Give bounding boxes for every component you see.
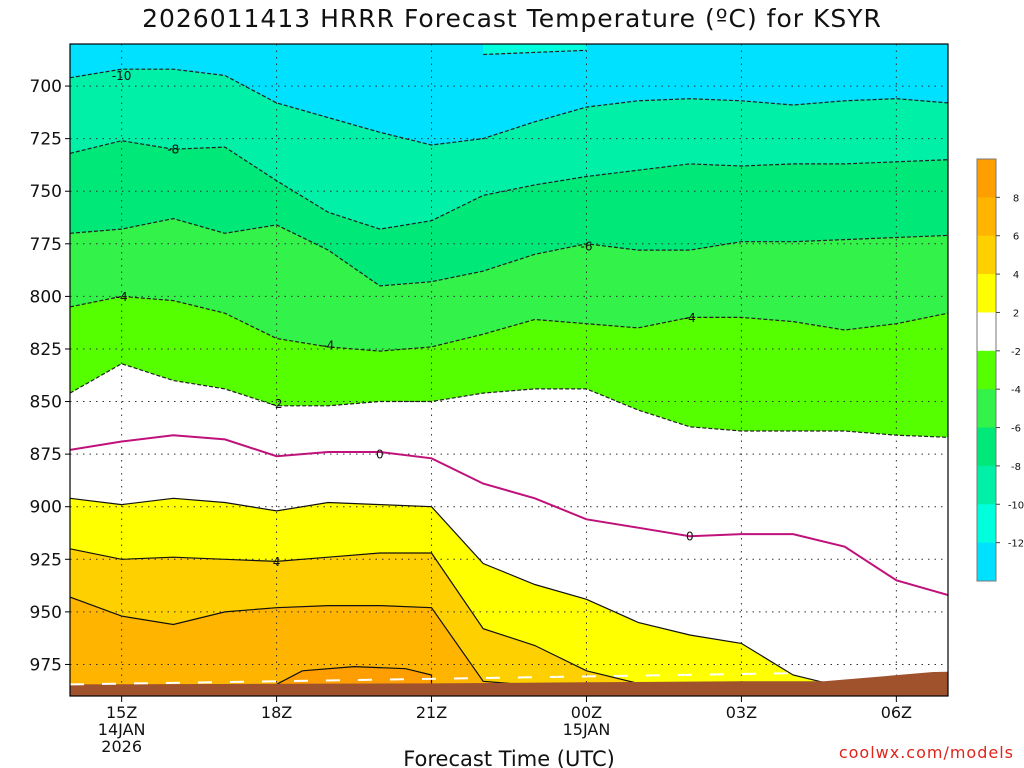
x-tick-label: 18Z: [261, 703, 292, 722]
terrain-ground-fill: [70, 670, 948, 696]
isotherm-m12: [483, 49, 587, 56]
contour-label: -4: [116, 290, 128, 304]
plot-frame: [69, 43, 949, 697]
grid-lines: [70, 44, 948, 696]
y-tick-label: 750: [30, 182, 62, 202]
colorbar-label: -10: [1008, 500, 1024, 511]
isotherm-m10: [70, 68, 948, 146]
colorbar-label: -8: [1011, 462, 1021, 473]
colorbar-label: -6: [1011, 424, 1021, 435]
isotherm-m4: [70, 295, 948, 352]
chart-title: 2026011413 HRRR Forecast Temperature (ºC…: [142, 4, 882, 33]
colorbar-label: 6: [1013, 232, 1019, 243]
isotherm-2: [70, 497, 845, 689]
colorbar-cell: [977, 197, 996, 237]
colorbar-legend: 8 6 4 2 -2 -4 -6 -8 -10 -12: [976, 158, 1024, 582]
x-axis-label: Forecast Time (UTC): [403, 747, 615, 768]
colorbar-cell: [977, 312, 996, 352]
colorbar-cell: [977, 350, 996, 390]
colorbar-cell: [977, 427, 996, 467]
axes: 70072575077580082585087590092595097515Z1…: [30, 77, 913, 756]
x-tick-label: 21Z: [416, 703, 447, 722]
colorbar-frame: [976, 158, 997, 582]
colorbar-cell: [977, 389, 996, 429]
isotherm-m2: [70, 363, 948, 438]
x-tick-label: 06Z: [881, 703, 912, 722]
source-credit: coolwx.com/models: [838, 743, 1014, 762]
contour-label: -10: [112, 69, 132, 83]
contour-label: 4: [273, 555, 281, 569]
colorbar-label: 8: [1013, 193, 1019, 204]
colorbar-cell: [977, 542, 996, 582]
colorbar-label: -4: [1011, 385, 1021, 396]
isotherm-4: [70, 548, 690, 689]
contour-label: -4: [322, 338, 334, 352]
y-tick-label: 950: [30, 603, 62, 623]
y-tick-label: 825: [30, 340, 62, 360]
colorbar-cell: [977, 159, 996, 198]
isotherm-m6: [70, 217, 948, 287]
x-tick-label: 14JAN: [98, 720, 146, 739]
colorbar-cell: [977, 235, 996, 275]
x-tick-label: 15Z: [106, 703, 137, 722]
y-tick-label: 775: [30, 235, 62, 255]
colorbar-cell: [977, 504, 996, 544]
x-tick-label: 2026: [101, 737, 142, 756]
y-tick-label: 925: [30, 550, 62, 570]
contour-label: -4: [684, 311, 696, 325]
colorbar-label: 2: [1013, 308, 1019, 319]
y-tick-label: 800: [30, 287, 62, 307]
contour-label: -6: [580, 239, 592, 253]
temperature-fills: [70, 44, 948, 696]
contour-label: 0: [376, 448, 384, 462]
isotherm-0: [70, 434, 948, 596]
x-tick-label: 15JAN: [563, 720, 611, 739]
fill-band-m12: [483, 44, 587, 55]
y-tick-label: 975: [30, 655, 62, 675]
y-tick-label: 850: [30, 393, 62, 413]
isotherm-m8: [70, 140, 948, 230]
contour-label: -8: [167, 143, 179, 157]
y-tick-label: 900: [30, 498, 62, 518]
y-tick-label: 700: [30, 77, 62, 97]
contour-label: 0: [686, 530, 694, 544]
colorbar-cell: [977, 274, 996, 313]
colorbar-label: -12: [1008, 539, 1024, 550]
contour-label: -2: [271, 397, 283, 411]
terrain-ground: [70, 669, 948, 696]
colorbar-label: -2: [1011, 347, 1021, 358]
contour-labels: -10 -8 -6 -4 -4 -4 -2 0 0 4: [112, 69, 696, 569]
colorbar-cell: [977, 465, 996, 505]
x-tick-label: 00Z: [571, 703, 602, 722]
isotherm-8: [266, 665, 433, 691]
y-tick-label: 725: [30, 130, 62, 150]
y-tick-label: 875: [30, 445, 62, 465]
x-tick-label: 03Z: [726, 703, 757, 722]
isotherm-lines: [70, 49, 948, 691]
isotherm-6: [70, 596, 535, 687]
colorbar-label: 4: [1013, 270, 1019, 281]
